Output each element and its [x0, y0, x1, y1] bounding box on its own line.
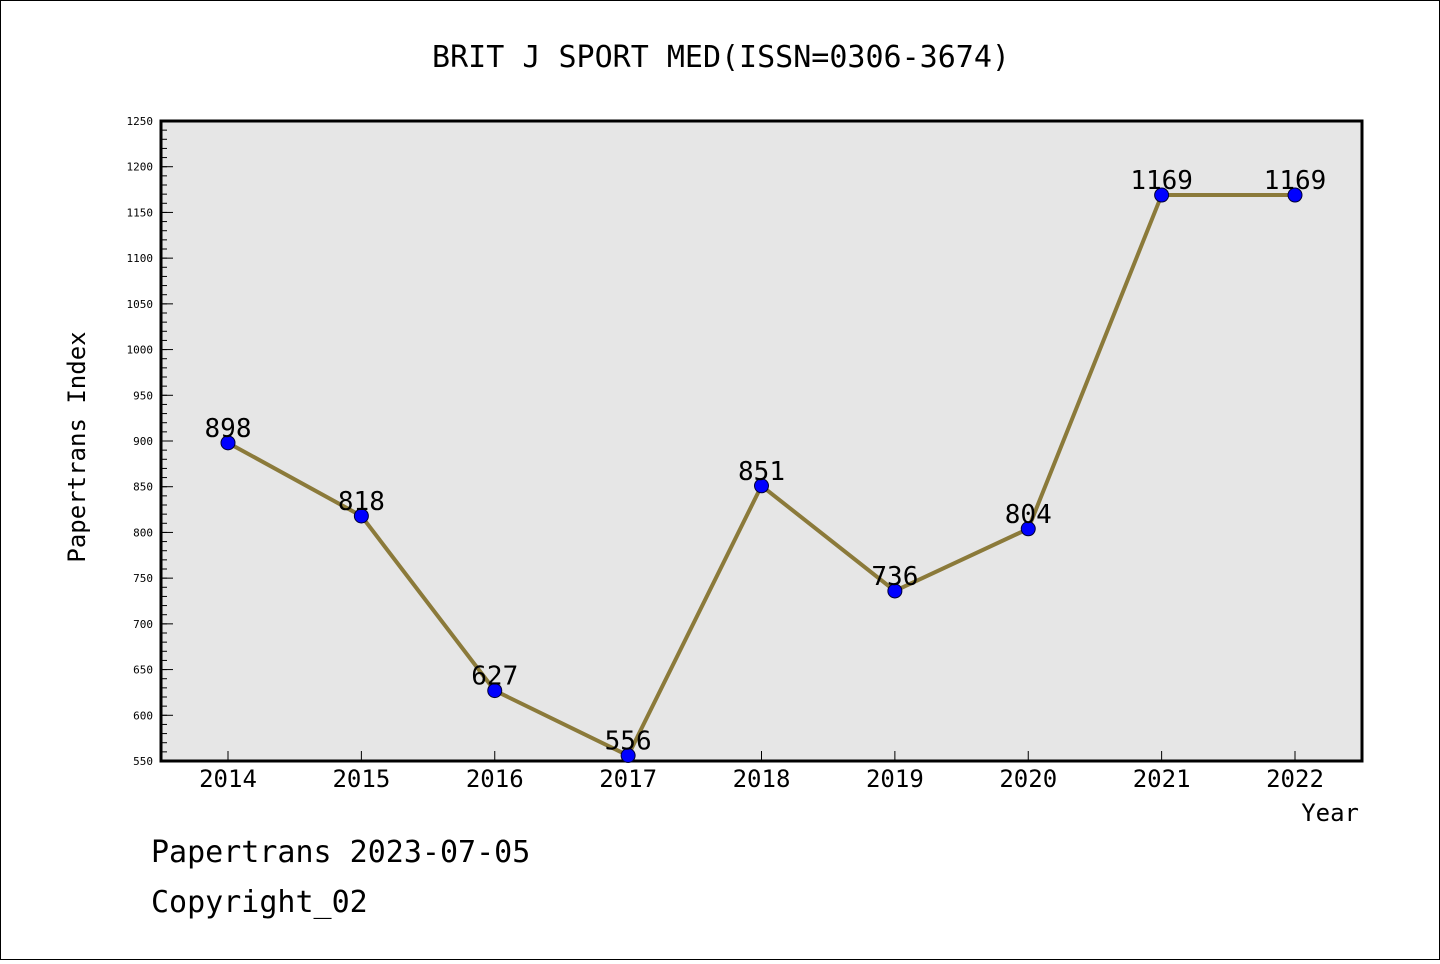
- data-label: 804: [1005, 500, 1052, 530]
- x-tick-label: 2019: [866, 765, 924, 793]
- x-tick-label: 2022: [1266, 765, 1324, 793]
- data-points: [220, 187, 1303, 764]
- x-tick-label: 2017: [599, 765, 657, 793]
- y-tick-label: 750: [133, 572, 153, 585]
- data-label: 851: [738, 457, 785, 487]
- data-label: 818: [338, 487, 385, 517]
- footer-stamp: Papertrans 2023-07-05: [151, 835, 531, 870]
- y-axis: 550 600 650 700 750 800 850 900 950 1000 1050 1100 1…: [127, 115, 173, 768]
- data-labels: 898 818 627 556 851 736 804 1169 1169: [205, 166, 1327, 756]
- y-tick-label: 800: [133, 526, 153, 539]
- y-tick-label: 1050: [127, 298, 154, 311]
- chart-title: BRIT J SPORT MED(ISSN=0306-3674): [432, 40, 1010, 75]
- data-point: [1020, 521, 1036, 537]
- x-tick-label: 2016: [466, 765, 524, 793]
- data-label: 627: [471, 662, 518, 692]
- data-point: [620, 748, 636, 764]
- x-tick-label: 2014: [199, 765, 257, 793]
- y-tick-label: 850: [133, 481, 153, 494]
- data-label: 898: [205, 414, 252, 444]
- y-tick-label: 900: [133, 435, 153, 448]
- footer-copyright: Copyright_02: [151, 885, 368, 920]
- y-tick-label: 1250: [127, 115, 154, 128]
- y-tick-label: 1150: [127, 206, 154, 219]
- y-tick-label: 550: [133, 755, 153, 768]
- y-tick-label: 1000: [127, 344, 154, 357]
- data-label: 1169: [1130, 166, 1193, 196]
- data-point: [1154, 187, 1170, 203]
- y-axis-label: Papertrans Index: [63, 331, 91, 562]
- x-tick-label: 2015: [332, 765, 390, 793]
- data-point: [220, 435, 236, 451]
- x-tick-label: 2021: [1133, 765, 1191, 793]
- y-tick-label: 600: [133, 709, 153, 722]
- y-tick-label: 950: [133, 389, 153, 402]
- data-point: [353, 508, 369, 524]
- data-point: [1287, 187, 1303, 203]
- plot-area: [159, 119, 1364, 763]
- y-tick-label: 700: [133, 618, 153, 631]
- x-axis: 2014 2015 2016 2017 2018 2019 2020 2021 2022: [199, 751, 1324, 793]
- x-tick-label: 2020: [999, 765, 1057, 793]
- y-tick-label: 650: [133, 664, 153, 677]
- x-axis-label: Year: [1301, 799, 1359, 827]
- data-label: 736: [871, 562, 918, 592]
- data-point: [487, 683, 503, 699]
- x-tick-label: 2018: [733, 765, 791, 793]
- y-tick-label: 1100: [127, 252, 154, 265]
- data-label: 1169: [1264, 166, 1327, 196]
- data-point: [754, 478, 769, 494]
- data-point: [887, 583, 903, 599]
- data-label: 556: [605, 727, 652, 757]
- y-tick-label: 1200: [127, 161, 154, 174]
